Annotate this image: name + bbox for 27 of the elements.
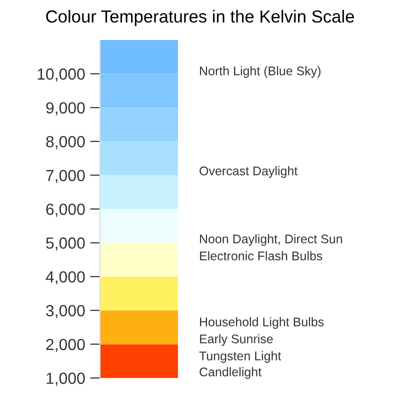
text: Overcast Daylight <box>200 166 298 178</box>
text: Electronic Flash Bulbs <box>200 251 322 260</box>
text: Candlelight <box>200 367 262 379</box>
bar <box>100 40 178 74</box>
y-tick-label: 3,000 <box>46 305 85 318</box>
bar <box>100 108 178 142</box>
y-tick-label: 6,000 <box>46 204 85 217</box>
y-tick-label: 8,000 <box>46 136 85 150</box>
y-tick-label: 9,000 <box>46 102 85 116</box>
bar <box>100 141 178 176</box>
text: Noon Daylight, Direct Sun <box>200 234 342 246</box>
bar <box>100 74 178 108</box>
y-tick-label: 10,000 <box>38 68 85 82</box>
y-tick-label: 4,000 <box>46 271 85 284</box>
y-tick-label: 5,000 <box>46 237 85 251</box>
bar <box>100 209 178 243</box>
text: Tungsten Light <box>199 351 282 363</box>
y-tick-label: 1,000 <box>46 372 85 386</box>
text: Household Light Bulbs <box>200 317 324 329</box>
chart-title: Colour Temperatures in the Kelvin Scale <box>46 10 354 26</box>
y-tick-label: 2,000 <box>46 338 85 352</box>
bar <box>100 276 178 310</box>
bar <box>100 175 178 209</box>
bar <box>100 242 178 277</box>
y-tick-label: 7,000 <box>46 170 85 184</box>
text: Early Sunrise <box>200 334 273 346</box>
text: North Light (Blue Sky) <box>200 66 320 78</box>
